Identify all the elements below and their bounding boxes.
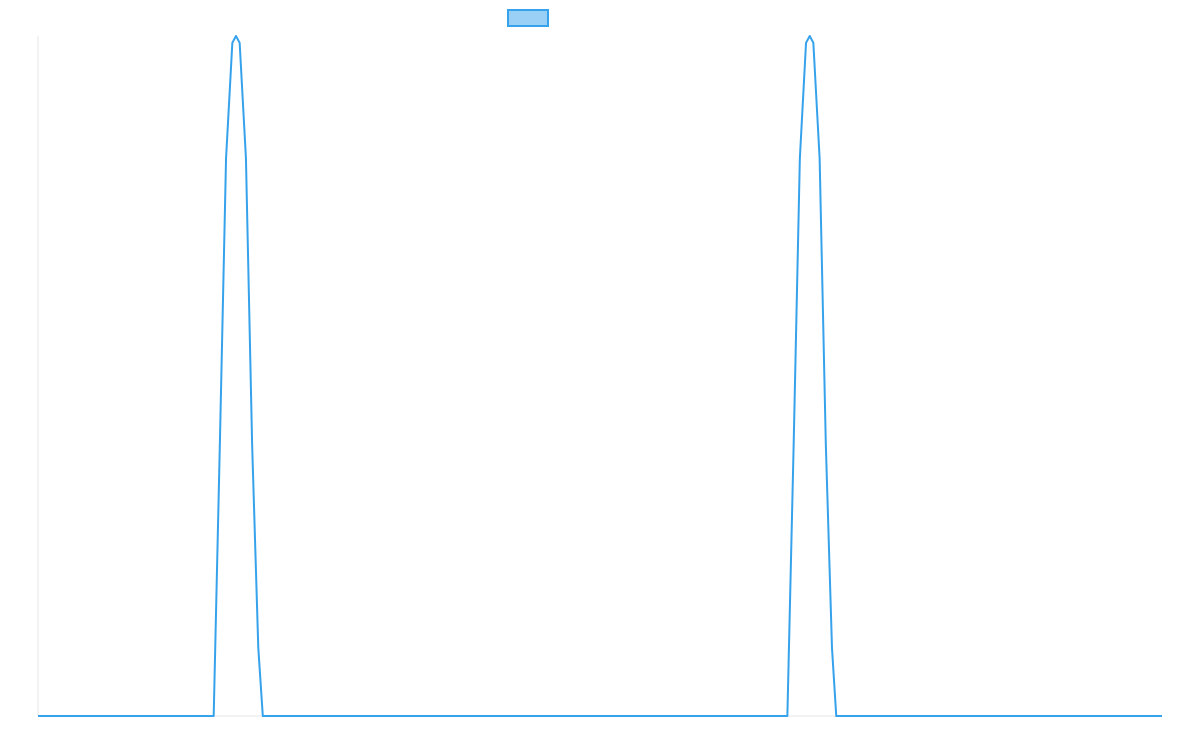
series-line-0[interactable]	[38, 35, 1162, 717]
legend[interactable]	[507, 9, 549, 27]
legend-swatch[interactable]	[507, 9, 549, 27]
series-layer	[38, 35, 1162, 717]
